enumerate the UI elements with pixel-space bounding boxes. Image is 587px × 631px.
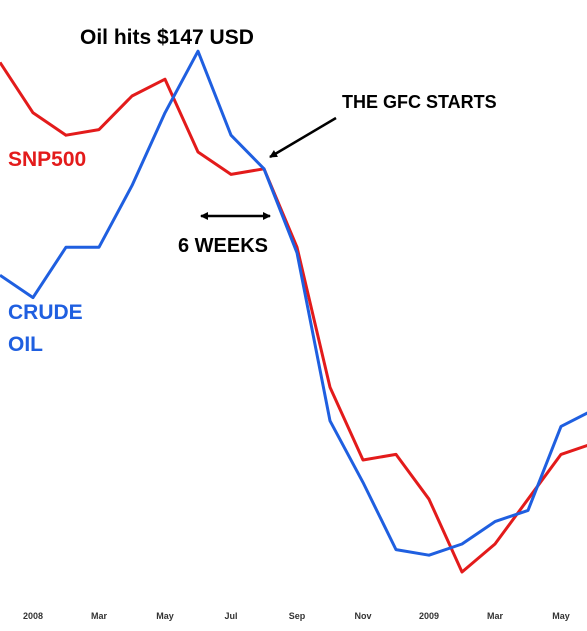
x-tick-label: Mar xyxy=(91,611,108,621)
series-line xyxy=(0,61,587,574)
legend-entry: CRUDE OIL xyxy=(8,301,83,356)
x-tick-label: 2008 xyxy=(23,611,43,621)
annotation: 6 WEEKS xyxy=(178,235,269,257)
annotation: Oil hits $147 USD xyxy=(80,26,254,49)
x-tick-label: Jul xyxy=(224,611,237,621)
x-tick-label: May xyxy=(156,611,174,621)
x-tick-label: May xyxy=(552,611,570,621)
x-tick-label: Nov xyxy=(354,611,371,621)
x-tick-label: 2009 xyxy=(419,611,439,621)
legend-entry: SNP500 xyxy=(8,148,87,171)
x-tick-label: Mar xyxy=(487,611,504,621)
annotation: THE GFC STARTS xyxy=(342,92,497,112)
x-tick-label: Sep xyxy=(289,611,306,621)
series-line xyxy=(0,49,587,557)
gfc-arrow xyxy=(269,116,337,159)
